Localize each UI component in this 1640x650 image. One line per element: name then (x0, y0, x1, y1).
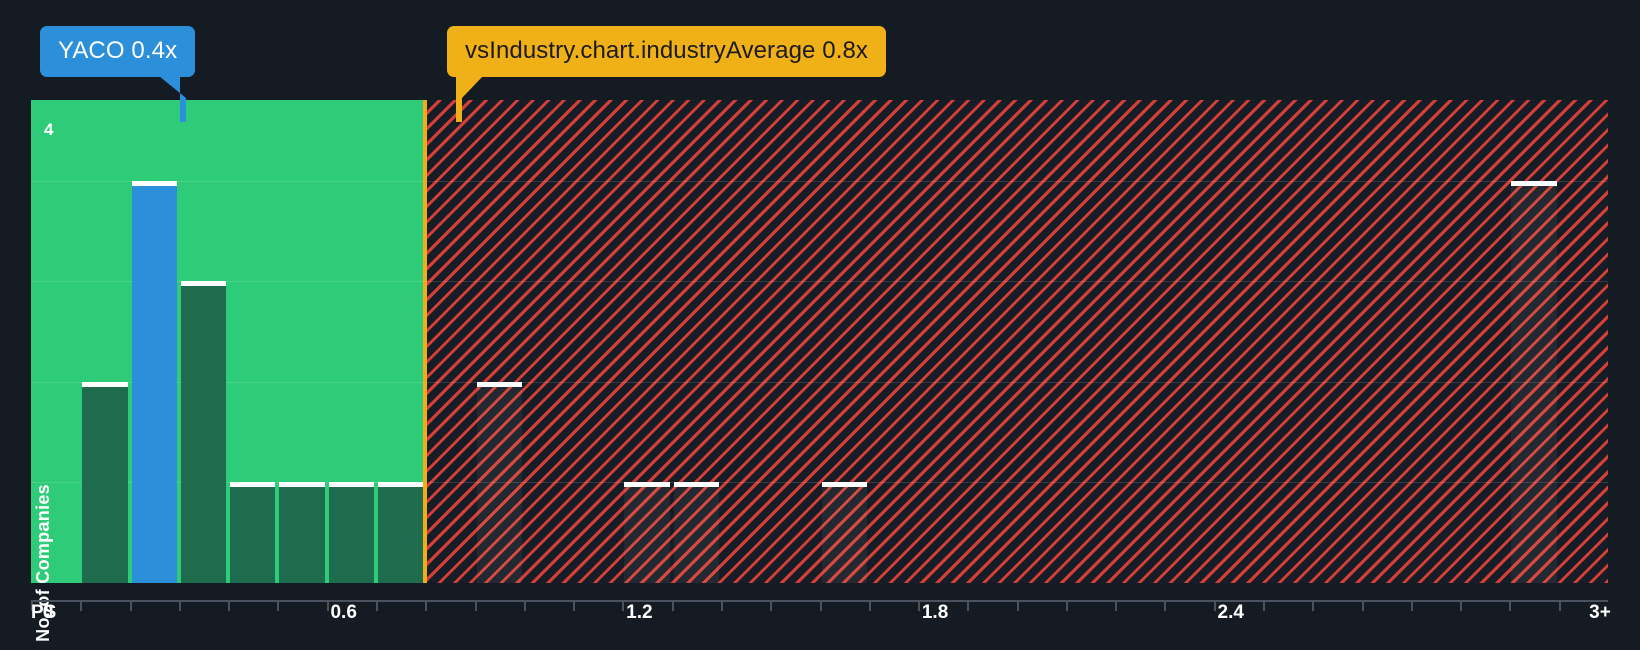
x-axis-tick (671, 600, 674, 611)
zone-above-average (425, 100, 1608, 583)
bar-cap (180, 281, 227, 287)
bar-cap (279, 482, 325, 488)
x-axis-tick (1558, 600, 1561, 611)
bar-body (821, 487, 867, 583)
bar-cap (1511, 180, 1557, 186)
x-axis-tick (228, 600, 231, 611)
x-axis-tick (523, 600, 526, 611)
company-callout-tail (0, 76, 1640, 122)
bar-body (476, 386, 522, 583)
x-axis-tick (720, 600, 723, 611)
bar[interactable] (821, 482, 867, 583)
bar[interactable] (328, 482, 374, 583)
bar-body (624, 487, 670, 583)
gridline (31, 281, 1608, 283)
bar-body (328, 487, 374, 583)
x-axis-tick (1312, 600, 1315, 611)
x-axis-label: 2.4 (1217, 602, 1244, 623)
bar[interactable] (624, 482, 670, 583)
bar-body (230, 487, 276, 583)
gridline (31, 381, 1608, 383)
x-axis-tick (622, 600, 625, 611)
x-axis-tick (326, 600, 329, 611)
company-callout-label: YACO 0.4x (58, 37, 178, 64)
bar-body (673, 487, 719, 583)
company-callout[interactable]: YACO 0.4x (40, 26, 196, 77)
x-axis-tick (1410, 600, 1413, 611)
bar-body (180, 286, 227, 583)
bar-cap (82, 381, 128, 387)
gridline (31, 482, 1608, 484)
x-axis-tick (178, 600, 181, 611)
bar-cap (328, 482, 374, 488)
bar[interactable] (180, 281, 227, 583)
bar[interactable] (1511, 180, 1557, 583)
x-axis-tick (80, 600, 83, 611)
industry-callout-tail (0, 76, 1640, 122)
x-axis-tick (967, 600, 970, 611)
x-axis-label: 1.8 (921, 602, 949, 623)
industry-callout-label: vsIndustry.chart.industryAverage 0.8x (465, 37, 869, 64)
x-axis-tick (1460, 600, 1463, 611)
bar-body (131, 185, 177, 583)
x-axis-label: 1.2 (626, 602, 653, 623)
x-axis-tick (1213, 600, 1216, 611)
x-axis-label: 0 (42, 602, 54, 623)
bar-cap (624, 482, 670, 488)
bar-cap (230, 482, 276, 488)
x-axis-tick (129, 600, 132, 611)
bar-body (377, 487, 424, 583)
bar[interactable] (377, 482, 424, 583)
bar[interactable] (279, 482, 325, 583)
x-axis-tick (425, 600, 428, 611)
bar-cap (377, 482, 424, 488)
x-axis-tick (868, 600, 871, 611)
x-axis-tick (819, 600, 822, 611)
x-axis-tick (1263, 600, 1266, 611)
bar-cap (131, 180, 177, 186)
x-axis-tick (1065, 600, 1068, 611)
x-axis-tick (573, 600, 576, 611)
bar-body (1511, 185, 1557, 583)
x-axis-tick (1115, 600, 1118, 611)
bar[interactable] (476, 381, 522, 583)
industry-average-line (423, 100, 428, 583)
x-axis-label: 0.6 (330, 602, 357, 623)
x-axis-tick (375, 600, 378, 611)
plot-area (31, 100, 1608, 583)
x-axis-tick (31, 600, 33, 611)
bar-body (279, 487, 325, 583)
x-axis-label: 3+ (1589, 602, 1611, 623)
industry-callout[interactable]: vsIndustry.chart.industryAverage 0.8x (447, 26, 887, 77)
bar-cap (476, 381, 522, 387)
bar-cap (821, 482, 867, 488)
x-axis-tick (918, 600, 921, 611)
gridline (31, 180, 1608, 182)
x-axis-tick (1509, 600, 1512, 611)
x-axis-tick (770, 600, 773, 611)
bar[interactable] (673, 482, 719, 583)
x-axis-tick (1361, 600, 1364, 611)
y-axis-max-label: 4 (44, 120, 54, 139)
x-axis-name: PS (31, 602, 57, 623)
bar[interactable] (230, 482, 276, 583)
bar-cap (673, 482, 719, 488)
x-axis-tick (277, 600, 280, 611)
x-axis-tick (1164, 600, 1167, 611)
bar-highlighted[interactable] (131, 180, 177, 583)
x-axis-tick (1016, 600, 1019, 611)
bar-body (82, 386, 128, 583)
bar[interactable] (82, 381, 128, 583)
x-axis-tick (474, 600, 477, 611)
